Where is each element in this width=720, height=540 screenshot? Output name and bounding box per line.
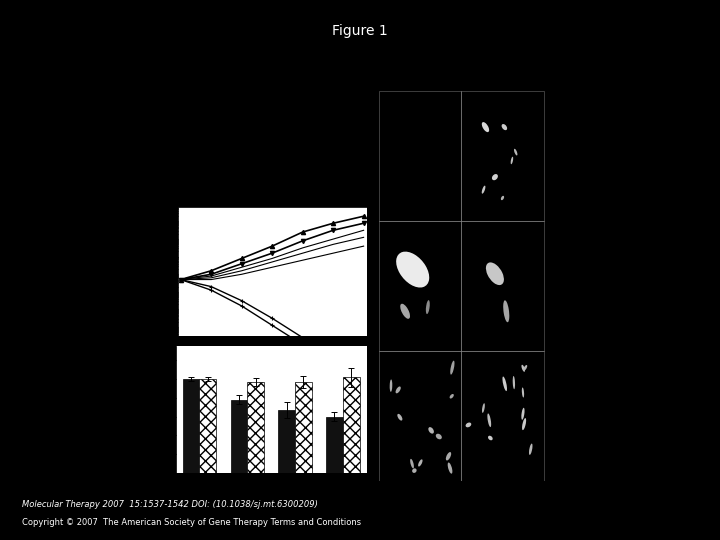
Text: Figure 1: Figure 1: [332, 24, 388, 38]
Text: SYTOX Green: SYTOX Green: [392, 73, 448, 82]
Ellipse shape: [436, 434, 442, 440]
Text: PNA treated: PNA treated: [552, 263, 560, 309]
Text: Molecular Therapy 2007  15:1537-1542 DOI: (10.1038/sj.mt.6300209): Molecular Therapy 2007 15:1537-1542 DOI:…: [22, 500, 318, 509]
Ellipse shape: [521, 364, 525, 372]
Ellipse shape: [529, 443, 533, 455]
Text: Anti-acpP PNA: Anti-acpP PNA: [220, 188, 285, 198]
Bar: [379, 91, 462, 221]
Bar: [295, 382, 312, 473]
Ellipse shape: [482, 186, 485, 194]
Bar: [183, 379, 199, 473]
Text: a: a: [144, 58, 153, 71]
Ellipse shape: [510, 157, 513, 164]
Ellipse shape: [400, 303, 410, 319]
Ellipse shape: [503, 376, 507, 391]
Ellipse shape: [449, 394, 454, 399]
Ellipse shape: [502, 124, 507, 130]
Y-axis label: Relative mRNA abundance: Relative mRNA abundance: [144, 356, 153, 463]
Bar: [462, 351, 544, 481]
Ellipse shape: [521, 408, 525, 420]
Text: b: b: [136, 200, 145, 213]
Ellipse shape: [428, 427, 434, 434]
Ellipse shape: [523, 365, 527, 371]
Text: acpF gene mRNA: acpF gene mRNA: [193, 78, 268, 86]
Ellipse shape: [450, 361, 454, 375]
Bar: [379, 221, 462, 351]
Ellipse shape: [522, 418, 526, 430]
Ellipse shape: [397, 414, 402, 421]
Ellipse shape: [482, 403, 485, 413]
Bar: [247, 382, 264, 473]
Ellipse shape: [395, 387, 401, 393]
Ellipse shape: [482, 122, 489, 132]
Ellipse shape: [503, 300, 509, 322]
Ellipse shape: [514, 148, 518, 156]
Bar: [279, 410, 295, 473]
Ellipse shape: [410, 459, 414, 468]
Text: Heat killed: Heat killed: [552, 395, 560, 437]
Ellipse shape: [501, 196, 504, 200]
Ellipse shape: [412, 468, 417, 473]
Text: c: c: [133, 339, 141, 352]
Ellipse shape: [418, 460, 423, 467]
Text: Copyright © 2007  The American Society of Gene Therapy Terms and Conditions: Copyright © 2007 The American Society of…: [22, 518, 361, 527]
Text: 5'..uuucaacaguaugagcaca..: 5'..uuucaacaguaugagcaca..: [161, 107, 286, 117]
Text: DAFI: DAFI: [492, 73, 512, 82]
Ellipse shape: [487, 414, 491, 427]
Bar: [343, 377, 359, 473]
Ellipse shape: [446, 452, 451, 461]
Text: d: d: [372, 43, 380, 56]
Ellipse shape: [492, 174, 498, 180]
Bar: [230, 400, 247, 473]
Bar: [379, 351, 462, 481]
Ellipse shape: [466, 422, 472, 427]
Bar: [462, 91, 544, 221]
X-axis label: PNA (nmol/l): PNA (nmol/l): [243, 495, 300, 504]
Text: tccucaUcUc-Ag1-(kPF)3K-(Nₙ): tccucaUcUc-Ag1-(kPF)3K-(Nₙ): [220, 163, 345, 171]
X-axis label: Time (h): Time (h): [253, 358, 291, 367]
Y-axis label: CFU/ml: CFU/ml: [140, 255, 150, 288]
Ellipse shape: [448, 462, 452, 474]
Text: Untreated: Untreated: [552, 137, 560, 176]
Bar: [326, 417, 343, 473]
Ellipse shape: [513, 376, 515, 389]
Ellipse shape: [522, 388, 524, 397]
Ellipse shape: [390, 380, 392, 392]
Bar: [462, 221, 544, 351]
Text: . . . . . . . . . .: . . . . . . . . . .: [220, 135, 315, 144]
Ellipse shape: [488, 436, 492, 440]
Ellipse shape: [426, 300, 430, 314]
Ellipse shape: [486, 262, 504, 285]
Bar: [199, 379, 216, 473]
Ellipse shape: [396, 252, 429, 287]
